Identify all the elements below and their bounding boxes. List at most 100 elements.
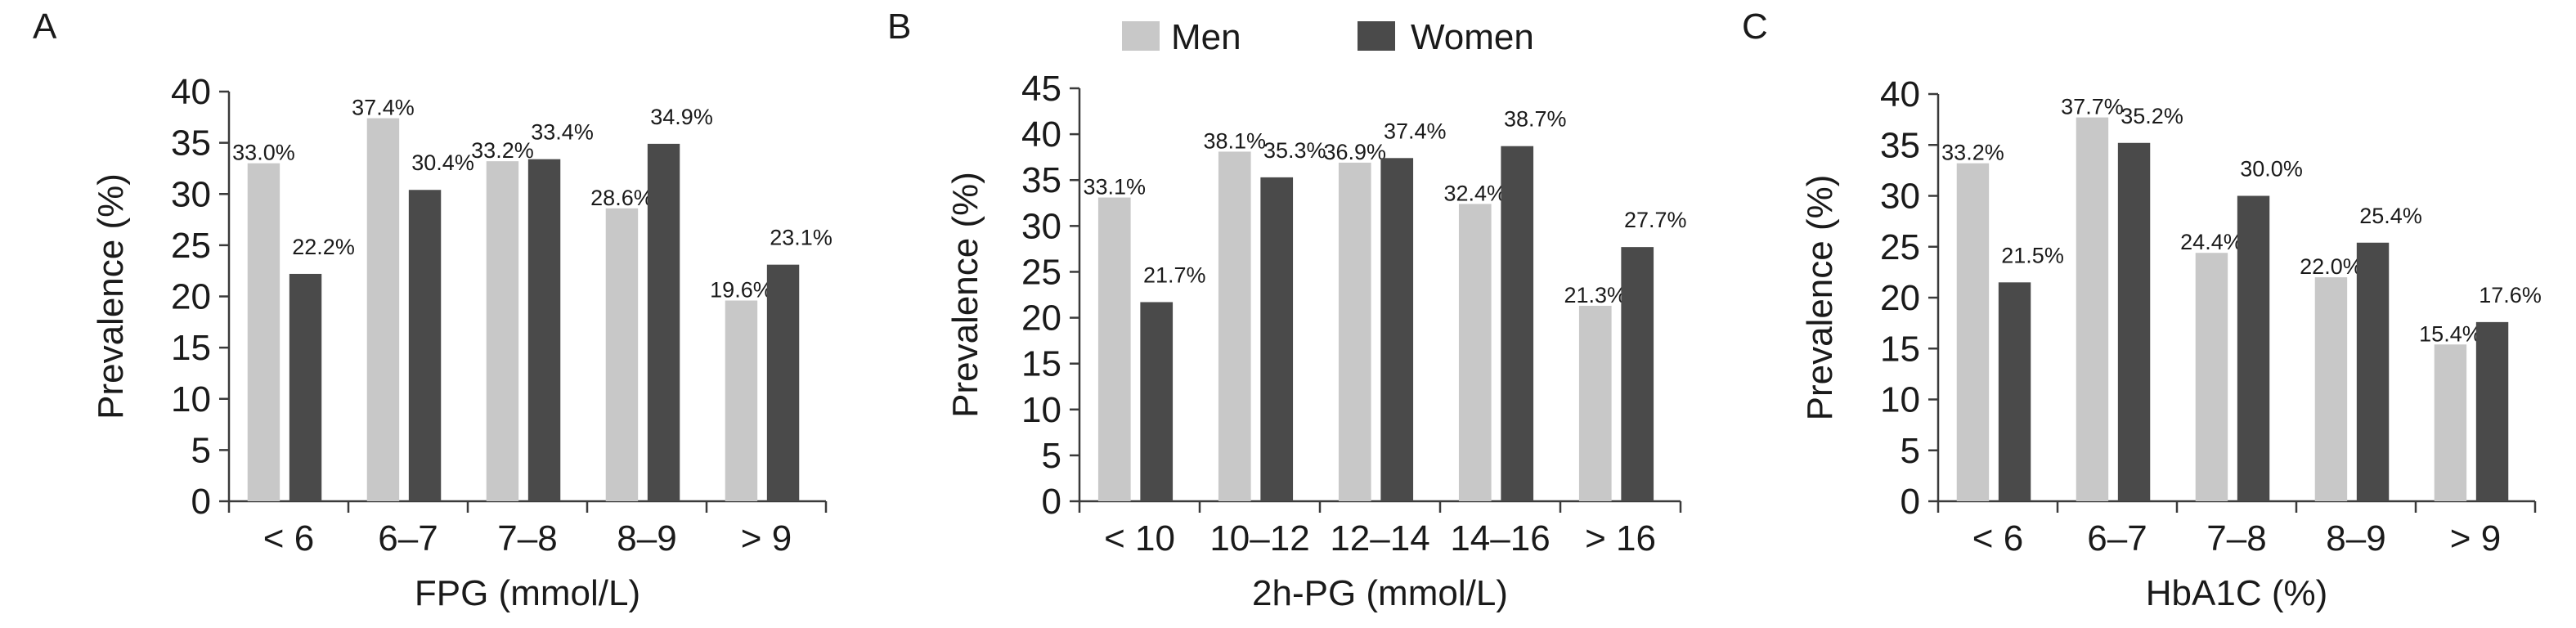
y-axis-title: Prevalence (%): [91, 173, 131, 419]
bar-women: [1998, 282, 2031, 501]
bar-men: [247, 163, 280, 502]
bar-women: [2117, 142, 2151, 501]
y-tick-label: 40: [171, 72, 211, 112]
bar-men: [1458, 204, 1492, 501]
data-label-women: 33.4%: [531, 120, 594, 145]
data-label-men: 33.2%: [1941, 141, 2004, 165]
data-label-men: 21.3%: [1564, 283, 1627, 307]
data-label-women: 34.9%: [650, 105, 713, 129]
bar-women: [766, 264, 800, 501]
y-tick-label: 20: [171, 277, 211, 317]
y-axis-title: Prevalence (%): [945, 172, 985, 418]
data-label-women: 22.2%: [292, 235, 355, 259]
bar-women: [647, 143, 680, 501]
y-tick-label: 35: [1880, 125, 1920, 165]
y-tick-label: 40: [1880, 74, 1920, 114]
data-label-men: 32.4%: [1443, 181, 1506, 205]
data-label-women: 38.7%: [1504, 107, 1567, 132]
y-tick-label: 10: [171, 379, 211, 419]
x-tick-label: 6–7: [378, 518, 438, 558]
x-tick-label: < 6: [263, 518, 314, 558]
x-tick-label: > 9: [2450, 518, 2501, 558]
y-tick-label: 25: [1880, 227, 1920, 267]
y-tick-label: 15: [1880, 329, 1920, 369]
bar-women: [527, 159, 561, 502]
y-tick-label: 0: [191, 482, 211, 522]
x-axis-title: FPG (mmol/L): [415, 573, 640, 613]
bar-men: [366, 118, 400, 501]
data-label-women: 25.4%: [2359, 204, 2422, 228]
bar-men: [2076, 117, 2109, 501]
chart-panel-b: B 0 5 10 15 20 25 30 35 40 45 Prevalence (%) < 10 33.…: [887, 7, 1687, 613]
x-tick-label: 12–14: [1330, 518, 1429, 558]
bar-men: [1578, 305, 1612, 501]
legend-label-men: Men: [1171, 17, 1241, 57]
y-tick-label: 40: [1021, 114, 1061, 155]
legend-swatch-women: [1358, 21, 1395, 51]
data-label-men: 33.1%: [1083, 175, 1146, 200]
bar-women: [1501, 146, 1534, 501]
bar-men: [486, 161, 519, 502]
x-tick-label: 7–8: [2206, 518, 2266, 558]
data-label-men: 37.4%: [352, 96, 415, 120]
x-tick-label: > 16: [1585, 518, 1656, 558]
bar-women: [2356, 242, 2390, 501]
legend-swatch-men: [1122, 21, 1160, 51]
data-label-men: 24.4%: [2180, 230, 2243, 254]
y-tick-label: 5: [1042, 436, 1061, 476]
legend-label-women: Women: [1411, 17, 1534, 57]
y-tick-label: 5: [1901, 431, 1920, 471]
bar-women: [2237, 195, 2270, 501]
y-tick-label: 25: [171, 226, 211, 266]
data-label-women: 30.0%: [2240, 157, 2303, 182]
panel-label-a: A: [33, 7, 57, 47]
y-tick-label: 15: [1021, 344, 1061, 384]
x-tick-label: 6–7: [2087, 518, 2147, 558]
bar-women: [1621, 247, 1654, 501]
chart-panel-c: C 0 5 10 15 20 25 30 35 40 Prevalence (%) < 6 33.2% 2…: [1742, 7, 2542, 613]
x-tick-label: > 9: [741, 518, 792, 558]
bar-women: [408, 190, 442, 502]
y-tick-label: 35: [171, 123, 211, 164]
x-tick-label: 14–16: [1450, 518, 1550, 558]
bar-men: [1218, 151, 1251, 501]
y-tick-label: 20: [1021, 298, 1061, 339]
y-tick-label: 45: [1021, 69, 1061, 109]
y-tick-label: 30: [1021, 206, 1061, 246]
x-axis-title: HbA1C (%): [2146, 573, 2328, 613]
bar-women: [289, 273, 322, 501]
x-tick-label: < 10: [1104, 518, 1175, 558]
bar-women: [2475, 321, 2509, 501]
y-tick-label: 30: [1880, 177, 1920, 217]
x-tick-label: < 6: [1972, 518, 2023, 558]
data-label-men: 37.7%: [2061, 95, 2124, 119]
bar-women: [1380, 158, 1414, 502]
x-tick-label: 10–12: [1209, 518, 1309, 558]
x-tick-label: 8–9: [2326, 518, 2385, 558]
panel-label-c: C: [1742, 7, 1768, 47]
data-label-women: 21.5%: [2001, 243, 2064, 267]
x-axis-title: 2h-PG (mmol/L): [1252, 573, 1508, 613]
legend: Men Women: [1122, 17, 1534, 57]
x-tick-label: 7–8: [497, 518, 557, 558]
bar-men: [2314, 277, 2348, 501]
data-label-men: 19.6%: [710, 278, 773, 303]
data-label-women: 35.2%: [2120, 104, 2183, 128]
y-tick-label: 0: [1901, 482, 1920, 522]
y-axis-title: Prevalence (%): [1800, 175, 1840, 421]
bar-men: [2195, 253, 2228, 501]
y-tick-label: 25: [1021, 252, 1061, 292]
bar-men: [605, 208, 639, 501]
y-tick-label: 0: [1042, 482, 1061, 522]
data-label-women: 27.7%: [1624, 208, 1687, 232]
data-label-women: 17.6%: [2479, 283, 2542, 307]
data-label-women: 35.3%: [1263, 138, 1326, 163]
bar-men: [1097, 197, 1131, 502]
data-label-women: 21.7%: [1143, 262, 1206, 287]
y-tick-label: 15: [171, 328, 211, 368]
bar-men: [1956, 163, 1990, 501]
data-label-men: 38.1%: [1203, 128, 1266, 153]
bar-men: [2434, 344, 2467, 501]
data-label-men: 33.2%: [471, 138, 534, 163]
